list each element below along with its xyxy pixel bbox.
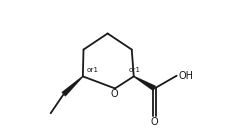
Polygon shape xyxy=(133,76,155,91)
Text: or1: or1 xyxy=(128,67,140,73)
Text: O: O xyxy=(110,90,118,99)
Text: O: O xyxy=(150,117,158,126)
Text: OH: OH xyxy=(177,71,192,81)
Text: or1: or1 xyxy=(86,67,98,73)
Polygon shape xyxy=(61,76,83,97)
